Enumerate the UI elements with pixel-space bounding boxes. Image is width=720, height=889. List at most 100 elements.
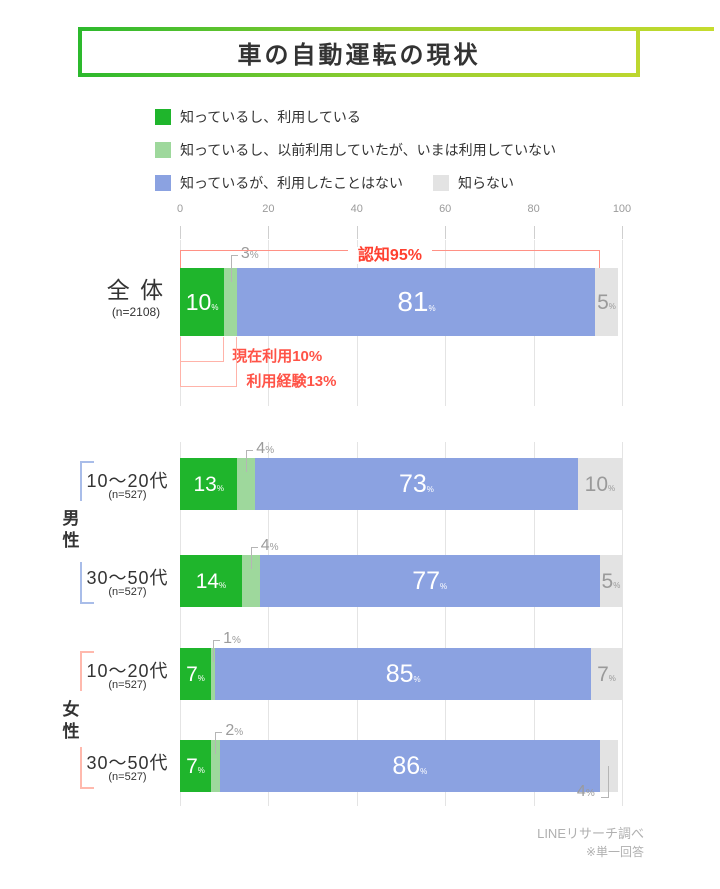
title-inner: 車の自動運転の現状 <box>82 31 636 73</box>
group-bracket-top <box>80 461 94 501</box>
row-n: (n=527) <box>108 771 147 783</box>
legend-label: 知らない <box>458 175 515 191</box>
small-value-label: 4% <box>260 537 279 554</box>
small-value-label: 2% <box>225 722 244 739</box>
segment-value-label: 81% <box>397 286 436 317</box>
bar-segment <box>210 740 220 792</box>
bar-segment: 10% <box>180 268 225 336</box>
axis-tick-mark <box>445 226 447 239</box>
annotation-connector <box>230 255 238 282</box>
row-n: (n=527) <box>108 679 147 691</box>
bar-segment: 10% <box>577 458 622 510</box>
segment-value-label: 10% <box>185 288 219 315</box>
axis-tick-label: 40 <box>350 203 363 215</box>
legend-row: 知っているが、利用したことはない 知らない <box>155 170 556 196</box>
group-bracket-top <box>80 651 94 691</box>
segment-value-label: 13% <box>193 472 224 496</box>
bar-segment: 73% <box>255 458 578 510</box>
axis-tick-mark <box>533 226 535 239</box>
bar-segment <box>241 555 260 607</box>
axis-tick-mark <box>180 226 181 239</box>
group-label: 女性 <box>62 700 80 741</box>
annotation-connector <box>250 547 258 569</box>
bar-segment: 85% <box>215 648 592 700</box>
gridline <box>445 442 447 806</box>
bar-segment: 7% <box>591 648 622 700</box>
bar-segment: 5% <box>599 555 622 607</box>
experience-label: 利用経験13% <box>246 373 337 390</box>
legend-row: 知っているし、以前利用していたが、いまは利用していない <box>155 137 556 163</box>
segment-value-label: 73% <box>398 469 434 498</box>
segment-value-label: 14% <box>195 569 227 593</box>
row-label: 10〜20代 <box>86 661 169 681</box>
legend-label: 知っているし、以前利用していたが、いまは利用していない <box>180 142 557 158</box>
axis-tick-label: 20 <box>262 203 275 215</box>
bar-segment: 86% <box>219 740 600 792</box>
segment-value-label: 77% <box>412 566 448 595</box>
legend-swatch-unaware <box>433 175 450 191</box>
axis-tick-label: 0 <box>176 203 184 215</box>
gridline <box>622 442 623 806</box>
annotation-connector <box>215 732 223 754</box>
row-n: (n=527) <box>108 489 147 501</box>
axis-tick-label: 100 <box>612 203 632 215</box>
row-label: 30〜50代 <box>86 568 169 588</box>
legend-label: 知っているが、利用したことはない <box>180 175 404 191</box>
segment-value-label: 85% <box>385 659 421 688</box>
axis-tick-mark <box>268 226 270 239</box>
small-value-label: 1% <box>223 630 241 647</box>
row-label: 全 体 <box>106 277 166 303</box>
bar-segment <box>237 458 256 510</box>
gridline <box>622 240 623 406</box>
bar-segment: 7% <box>180 648 211 700</box>
segment-value-label: 7% <box>597 662 616 686</box>
small-value-label: 3% <box>240 245 259 262</box>
bar-segment: 7% <box>180 740 211 792</box>
legend-swatch-past-user <box>155 142 171 158</box>
small-value-label: 4% <box>256 440 275 457</box>
axis-tick-mark <box>622 226 623 239</box>
gridline <box>180 442 181 806</box>
bar-segment <box>210 648 216 700</box>
bar-segment: 13% <box>180 458 238 510</box>
annotation-connector <box>246 450 254 472</box>
legend-row: 知っているし、利用している <box>155 104 556 130</box>
bar-segment: 77% <box>259 555 600 607</box>
title-box: 車の自動運転の現状 <box>78 27 640 77</box>
bar-segment: 14% <box>180 555 242 607</box>
group-label: 男性 <box>62 509 80 550</box>
source-note: LINEリサーチ調べ ※単一回答 <box>537 824 644 861</box>
legend-swatch-aware-nonuser <box>155 175 171 191</box>
annotation-connector <box>213 640 221 662</box>
page-title: 車の自動運転の現状 <box>237 41 481 69</box>
bar-segment <box>224 268 238 336</box>
axis-tick-mark <box>356 226 358 239</box>
small-value-label: 4% <box>576 783 595 800</box>
row-n: (n=527) <box>108 586 147 598</box>
legend-label: 知っているし、利用している <box>180 109 361 125</box>
group-bracket-bottom <box>80 747 94 789</box>
segment-value-label: 5% <box>601 569 621 593</box>
gridline <box>268 442 270 806</box>
segment-value-label: 7% <box>186 662 205 686</box>
legend: 知っているし、利用している 知っているし、以前利用していたが、いまは利用していな… <box>155 104 556 203</box>
row-label: 10〜20代 <box>86 471 169 491</box>
segment-value-label: 5% <box>597 290 616 314</box>
bar-segment: 5% <box>595 268 618 336</box>
legend-swatch-current-user <box>155 109 171 125</box>
row-label: 30〜50代 <box>86 753 169 773</box>
segment-value-label: 86% <box>392 751 428 780</box>
answer-type-note: ※単一回答 <box>585 845 644 859</box>
awareness-label: 認知95% <box>180 241 600 265</box>
experience-bracket <box>180 337 238 387</box>
gridline <box>356 442 358 806</box>
segment-value-label: 7% <box>186 754 205 778</box>
group-bracket-bottom <box>80 562 94 604</box>
gridline <box>533 442 535 806</box>
bar-segment: 81% <box>237 268 596 336</box>
current-use-label: 現在利用10% <box>232 348 323 365</box>
row-n: (n=2108) <box>111 305 161 319</box>
source-text: LINEリサーチ調べ <box>537 826 644 841</box>
